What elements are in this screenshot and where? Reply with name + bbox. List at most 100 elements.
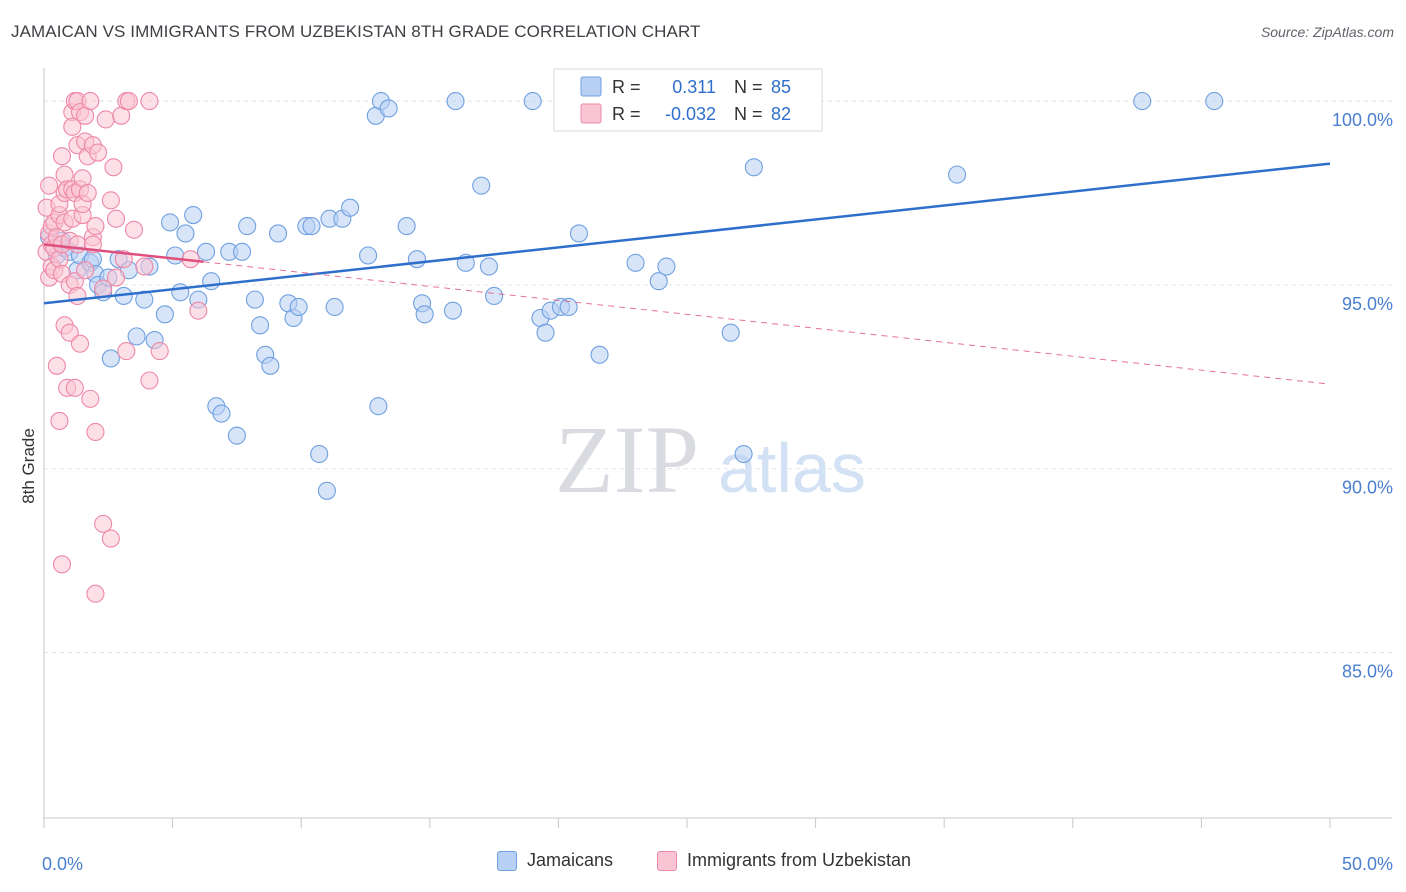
jamaicans-point — [317, 481, 336, 500]
y-tick-label: 90.0% — [1342, 478, 1393, 498]
source-label: Source: ZipAtlas.com — [1260, 24, 1394, 40]
jamaicans-trend-line — [43, 162, 1331, 305]
uzbekistan-point — [119, 92, 138, 111]
x-tick-labels: 0.0% 50.0% — [42, 854, 1393, 874]
uzbekistan-point — [101, 529, 120, 548]
y-tick-label: 95.0% — [1342, 294, 1393, 314]
jamaicans-point — [1133, 92, 1152, 111]
jamaicans-point — [261, 356, 280, 375]
y-axis-label: 8th Grade — [19, 428, 38, 504]
uzbekistan-point — [140, 371, 159, 390]
watermark-atlas: atlas — [718, 429, 866, 507]
legend-r-label-1: R = — [612, 77, 641, 97]
legend-swatch-blue — [580, 76, 602, 97]
legend-label-uzbekistan: Immigrants from Uzbekistan — [687, 850, 912, 870]
uzbekistan-point — [140, 92, 159, 111]
jamaicans-point — [446, 92, 465, 111]
jamaicans-point — [559, 297, 578, 317]
legend-n-label-2: N = — [734, 104, 763, 124]
legend-bottom: Jamaicans Immigrants from Uzbekistan — [0, 850, 1406, 880]
jamaicans-point — [135, 290, 154, 309]
x-tick-label: 50.0% — [1342, 854, 1393, 874]
series-jamaicans — [40, 92, 1224, 500]
legend-n-label-1: N = — [734, 77, 763, 97]
jamaicans-point — [734, 444, 753, 464]
y-tick-label: 85.0% — [1342, 662, 1393, 682]
legend-r-value-1: 0.311 — [672, 77, 716, 97]
uzbekistan-trend-line-dashed — [203, 261, 1331, 385]
legend-r-value-2: -0.032 — [665, 104, 716, 124]
uzbekistan-point — [68, 235, 87, 254]
jamaicans-point — [245, 290, 264, 309]
uzbekistan-point — [65, 378, 84, 397]
jamaicans-point — [289, 297, 308, 317]
series-uzbekistan — [37, 92, 208, 603]
jamaicans-point — [184, 206, 203, 225]
uzbekistan-point — [40, 176, 59, 195]
legend-n-value-2: 82 — [771, 104, 791, 124]
uzbekistan-point — [50, 250, 69, 269]
uzbekistan-point — [114, 250, 133, 269]
jamaicans-point — [379, 99, 398, 118]
jamaicans-point — [407, 250, 426, 269]
uzbekistan-point — [47, 356, 66, 375]
jamaicans-point — [171, 283, 190, 302]
y-tick-labels: 85.0% 90.0% 95.0% 100.0% — [1332, 110, 1393, 681]
uzbekistan-point — [52, 555, 72, 574]
legend-item-uzbekistan[interactable]: Immigrants from Uzbekistan — [657, 850, 911, 871]
uzbekistan-point — [104, 158, 123, 177]
jamaicans-point — [479, 257, 499, 276]
uzbekistan-point — [150, 342, 169, 361]
jamaicans-point — [523, 92, 542, 111]
legend-swatch-uzbekistan — [657, 850, 677, 871]
uzbekistan-point — [86, 217, 105, 236]
uzbekistan-point — [96, 110, 115, 129]
jamaicans-point — [202, 272, 221, 291]
jamaicans-point — [196, 242, 216, 261]
uzbekistan-point — [189, 301, 208, 320]
uzbekistan-point — [135, 257, 154, 276]
uzbekistan-point — [63, 117, 82, 136]
legend-item-jamaicans[interactable]: Jamaicans — [497, 850, 613, 871]
uzbekistan-point — [124, 220, 144, 239]
jamaicans-point — [302, 217, 321, 236]
uzbekistan-point — [106, 209, 126, 228]
jamaicans-point — [744, 158, 763, 177]
jamaicans-point — [443, 301, 462, 320]
uzbekistan-point — [94, 514, 113, 533]
jamaicans-point — [155, 305, 174, 324]
jamaicans-point — [649, 272, 668, 291]
jamaicans-point — [1205, 92, 1224, 111]
jamaicans-point — [166, 246, 185, 265]
watermark: ZIP atlas — [555, 406, 866, 513]
uzbekistan-point — [68, 286, 87, 305]
jamaicans-point — [472, 176, 491, 195]
uzbekistan-point — [86, 584, 105, 603]
chart-title: JAMAICAN VS IMMIGRANTS FROM UZBEKISTAN 8… — [11, 22, 701, 41]
jamaicans-point — [590, 345, 609, 364]
jamaicans-point — [212, 404, 231, 423]
jamaicans-point — [101, 349, 120, 368]
jamaicans-point — [269, 224, 288, 243]
uzbekistan-point — [117, 342, 136, 361]
trend-lines — [43, 162, 1331, 385]
legend-swatch-pink — [580, 103, 602, 124]
jamaicans-point — [325, 297, 344, 317]
uzbekistan-point — [88, 143, 108, 162]
jamaicans-point — [160, 213, 180, 232]
uzbekistan-point — [50, 411, 69, 430]
uzbekistan-point — [106, 268, 126, 287]
jamaicans-point — [310, 444, 329, 464]
jamaicans-point — [948, 165, 967, 184]
uzbekistan-point — [60, 323, 79, 342]
jamaicans-point — [227, 426, 246, 445]
uzbekistan-point — [52, 147, 72, 166]
uzbekistan-trend-line-solid — [43, 243, 204, 264]
jamaicans-point — [176, 224, 195, 243]
uzbekistan-point — [101, 191, 120, 210]
jamaicans-point — [626, 253, 645, 272]
jamaicans-point — [359, 246, 378, 265]
jamaicans-point — [369, 397, 388, 416]
jamaicans-point — [232, 242, 252, 261]
